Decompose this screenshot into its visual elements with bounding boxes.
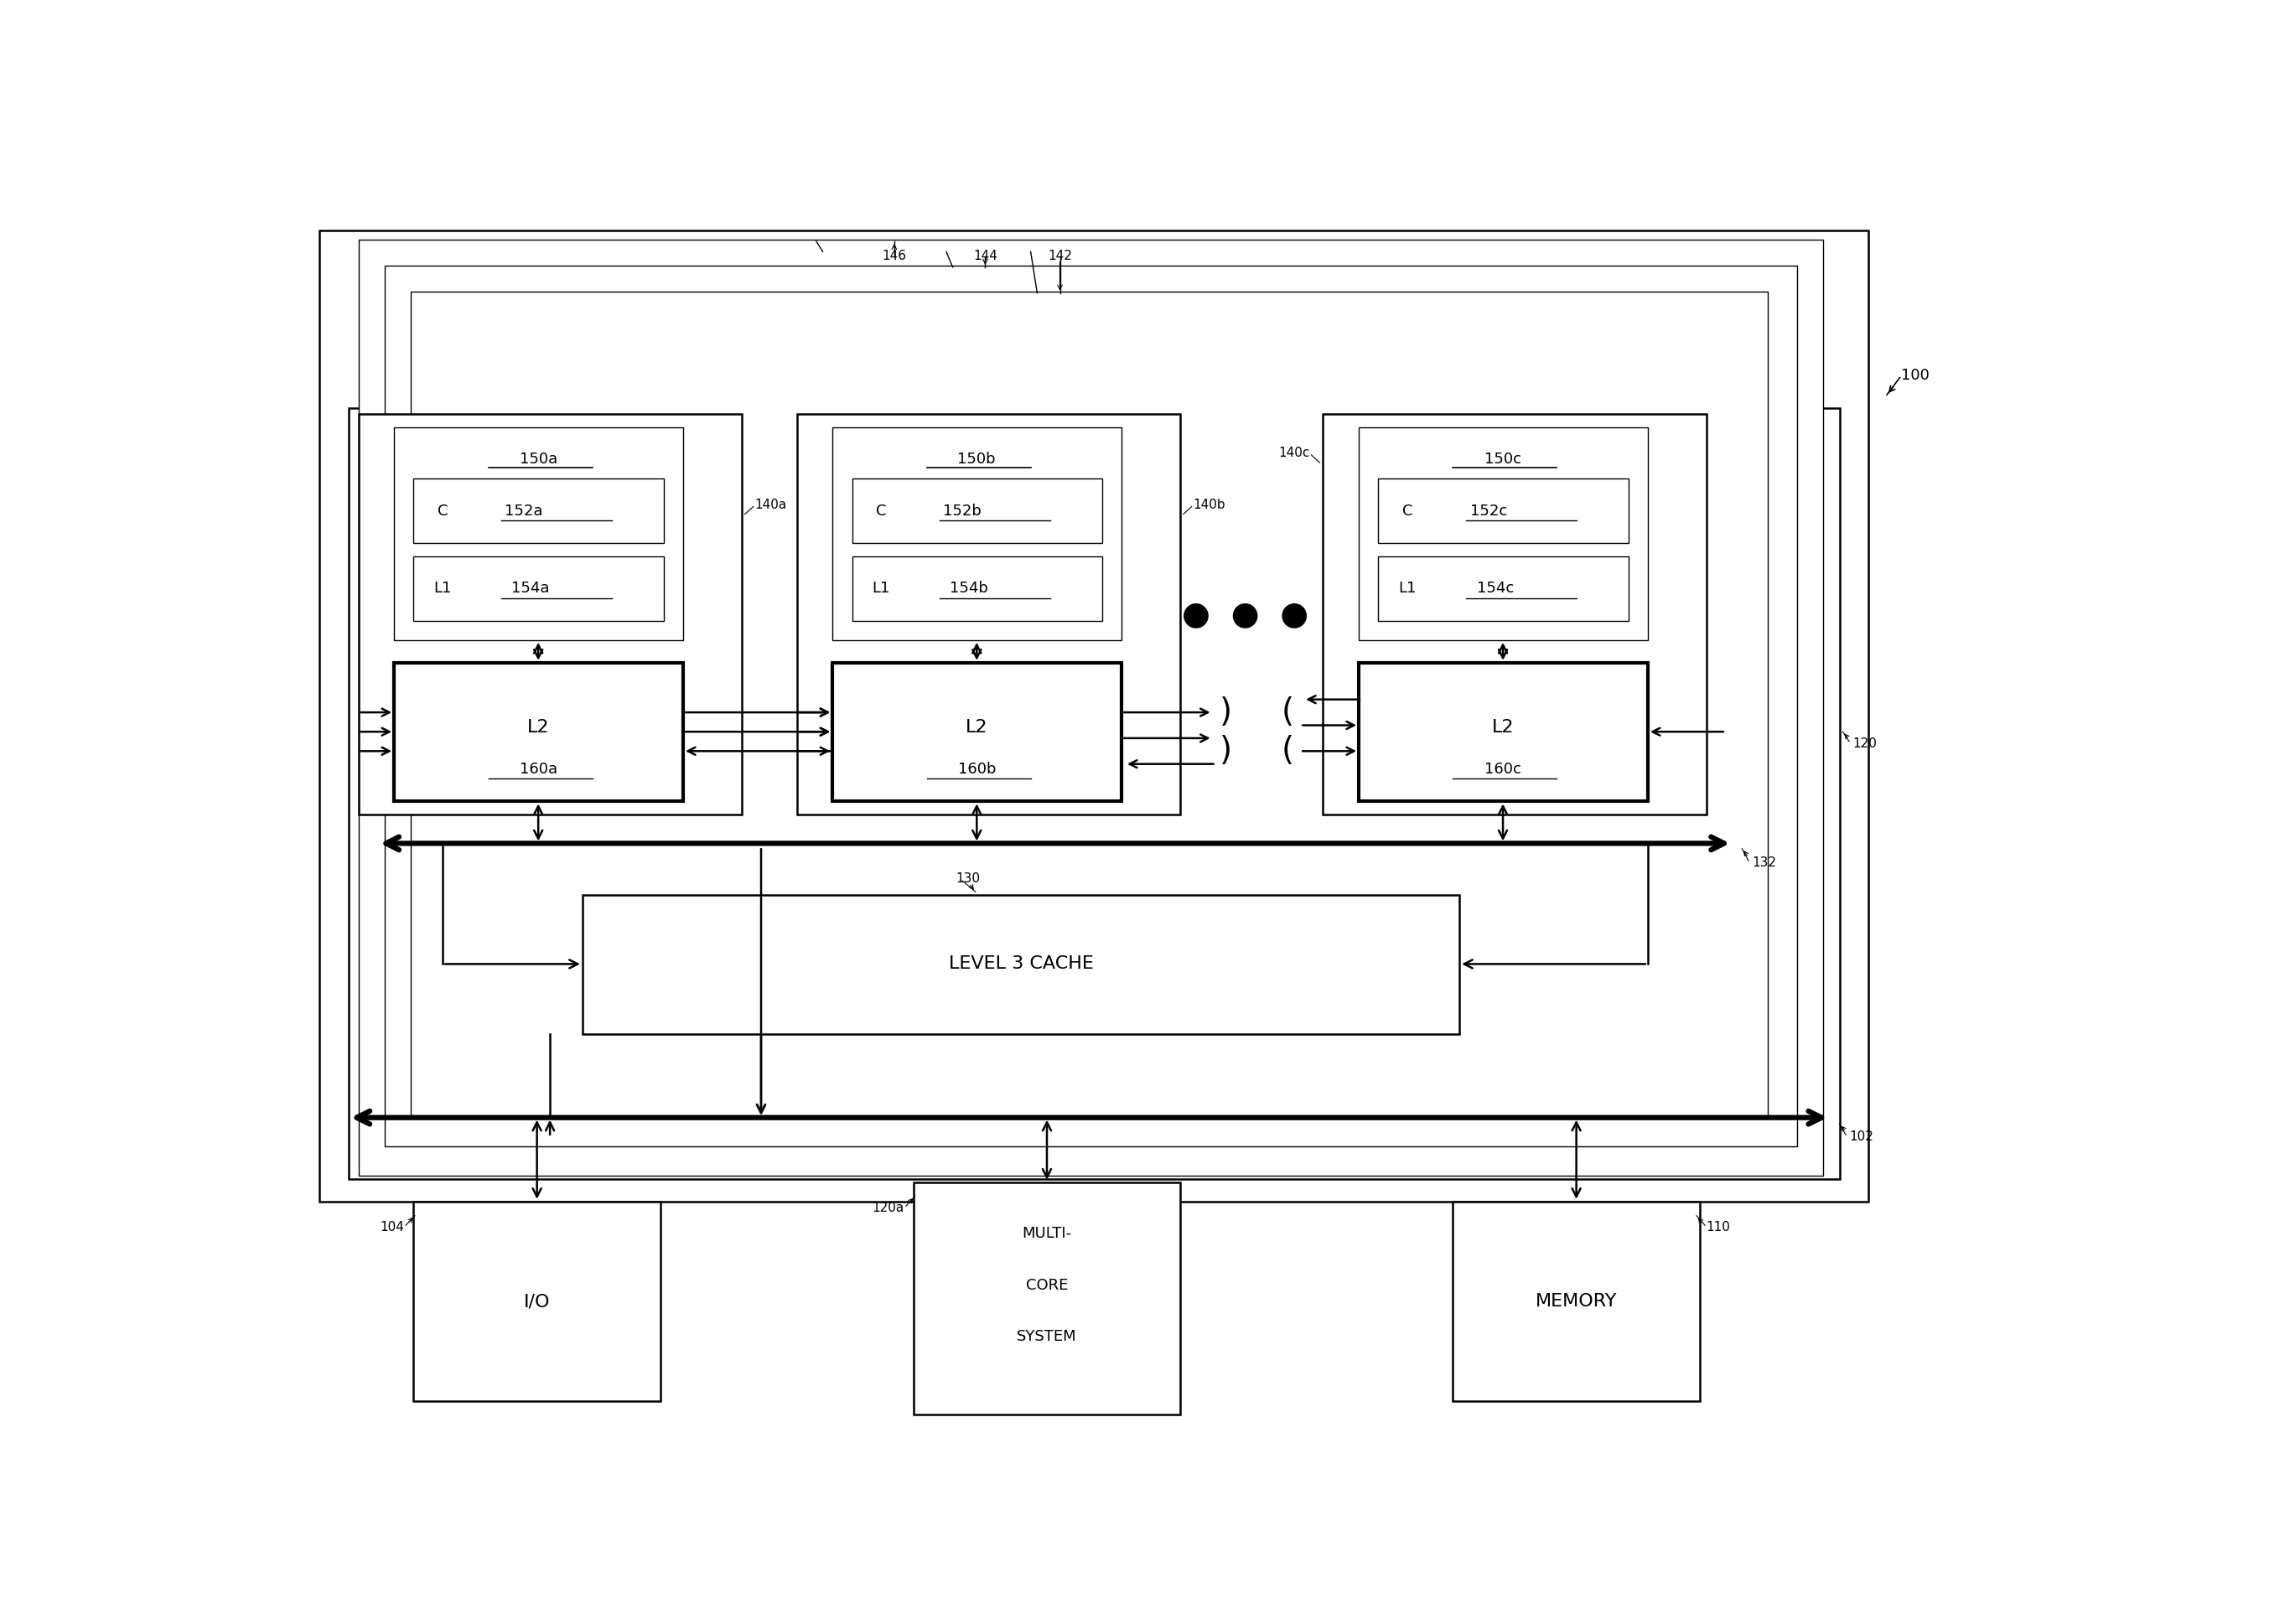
Text: 154c: 154c	[1477, 581, 1513, 596]
Text: 140c: 140c	[1280, 447, 1309, 460]
Text: 152c: 152c	[1470, 503, 1507, 518]
Text: 144: 144	[973, 250, 998, 263]
Text: 160b: 160b	[958, 762, 996, 776]
Text: 120: 120	[1852, 737, 1876, 750]
Text: I/O: I/O	[524, 1293, 549, 1311]
Text: 130: 130	[955, 872, 980, 885]
Text: L1: L1	[871, 581, 889, 596]
Text: L2: L2	[526, 719, 549, 736]
Text: MEMORY: MEMORY	[1536, 1293, 1618, 1311]
Bar	[395, 427, 683, 640]
Bar	[411, 292, 1768, 1117]
Bar	[853, 479, 1103, 544]
Text: 150a: 150a	[520, 451, 558, 468]
Text: 110: 110	[1706, 1221, 1731, 1234]
Text: 100: 100	[1901, 369, 1929, 383]
Bar	[349, 408, 1840, 1179]
Text: 142: 142	[1048, 250, 1071, 263]
Bar	[413, 479, 663, 544]
Text: MULTI-: MULTI-	[1021, 1226, 1071, 1241]
Bar	[383, 266, 1797, 1147]
Text: (: (	[1282, 736, 1293, 767]
Text: SYSTEM: SYSTEM	[1017, 1330, 1078, 1345]
Text: L1: L1	[1398, 581, 1416, 596]
Text: 132: 132	[1752, 856, 1777, 869]
Bar	[395, 663, 683, 801]
Text: 120a: 120a	[871, 1202, 903, 1215]
Bar	[359, 414, 742, 814]
Bar	[583, 895, 1459, 1034]
Text: L2: L2	[967, 719, 987, 736]
Bar	[413, 1202, 660, 1402]
Text: 160a: 160a	[520, 762, 558, 776]
Text: ): )	[1218, 736, 1232, 767]
Bar	[833, 663, 1121, 801]
Text: 154a: 154a	[511, 581, 549, 596]
Text: 152a: 152a	[506, 503, 542, 518]
Text: 140b: 140b	[1193, 499, 1225, 512]
Text: 160c: 160c	[1484, 762, 1520, 776]
Bar	[1452, 1202, 1699, 1402]
Text: 102: 102	[1849, 1130, 1874, 1143]
Text: L1: L1	[433, 581, 452, 596]
Text: 140a: 140a	[756, 499, 787, 512]
Text: LEVEL 3 CACHE: LEVEL 3 CACHE	[948, 955, 1094, 973]
Text: L2: L2	[1491, 719, 1513, 736]
Bar	[1359, 427, 1647, 640]
Text: ): )	[1218, 697, 1232, 728]
Bar	[1359, 663, 1647, 801]
Bar	[1323, 414, 1706, 814]
Text: 152b: 152b	[944, 503, 982, 518]
Bar	[1377, 479, 1629, 544]
Text: 150c: 150c	[1484, 451, 1522, 468]
Text: CORE: CORE	[1026, 1278, 1069, 1293]
Text: 146: 146	[883, 250, 905, 263]
Text: 104: 104	[379, 1221, 404, 1234]
Bar	[359, 240, 1824, 1176]
Text: (: (	[1282, 697, 1293, 728]
Text: C: C	[438, 503, 447, 518]
Text: ●  ●  ●: ● ● ●	[1182, 598, 1309, 630]
Bar	[1377, 555, 1629, 620]
Text: C: C	[876, 503, 887, 518]
Bar	[796, 414, 1180, 814]
Text: 150b: 150b	[958, 451, 996, 468]
Text: 154b: 154b	[951, 581, 989, 596]
Bar	[320, 231, 1870, 1202]
Bar	[413, 555, 663, 620]
Bar	[914, 1182, 1180, 1415]
Bar	[853, 555, 1103, 620]
Bar	[833, 427, 1121, 640]
Text: C: C	[1402, 503, 1414, 518]
